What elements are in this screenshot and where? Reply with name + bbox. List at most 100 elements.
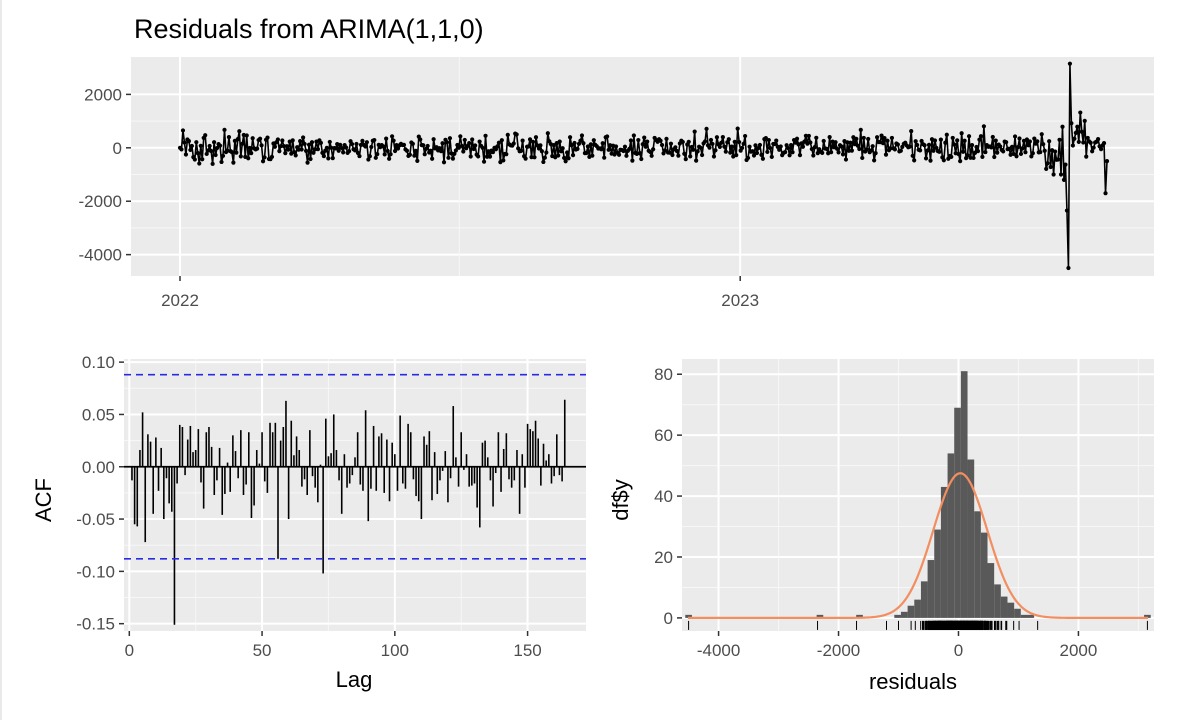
acf-y-tick-label: 0.00 (82, 458, 115, 477)
ts-point (643, 144, 648, 149)
ts-point (980, 154, 985, 159)
hist-bar (907, 605, 915, 618)
acf-y-tick-label: -0.05 (76, 510, 115, 529)
ts-point (711, 154, 717, 159)
hist-bar (987, 563, 995, 618)
ts-point (283, 151, 288, 156)
ts-point (238, 154, 243, 159)
ts-point (532, 155, 537, 160)
ts-point (1014, 154, 1019, 159)
ts-point (349, 141, 355, 147)
ts-point (290, 138, 295, 143)
ts-point (333, 146, 338, 151)
ts-point (584, 150, 589, 156)
ts-point (229, 149, 235, 155)
ts-point (1072, 136, 1077, 141)
ts-point (928, 158, 933, 163)
ts-point (585, 144, 590, 149)
ts-point (410, 141, 415, 146)
ts-point (392, 148, 398, 154)
hist-bar (974, 511, 981, 618)
ts-point (207, 143, 212, 149)
ts-point (642, 135, 647, 140)
ts-point (1101, 141, 1107, 146)
ts-point (846, 148, 852, 153)
ts-point (872, 158, 877, 163)
ts-point (885, 138, 890, 143)
hist-x-tick-label: -2000 (817, 641, 860, 660)
ts-point (501, 158, 506, 163)
ts-point (526, 144, 531, 149)
ts-point (321, 153, 326, 159)
ts-point (562, 155, 567, 161)
ts-point (186, 139, 191, 144)
hist-y-tick-label: 40 (654, 487, 673, 506)
hist-density-curve (688, 472, 1148, 619)
ts-point (751, 153, 757, 158)
ts-point (829, 150, 834, 155)
ts-point (888, 146, 893, 151)
ts-point (1041, 142, 1046, 147)
ts-point (1078, 110, 1083, 115)
ts-point (734, 153, 739, 158)
ts-point (219, 159, 224, 165)
acf-x-tick-label: 50 (253, 641, 272, 660)
ts-point (471, 146, 476, 152)
ts-point (430, 156, 435, 161)
ts-point (538, 143, 543, 148)
ts-point (303, 148, 309, 153)
ts-point (1017, 136, 1022, 141)
ts-point (484, 154, 490, 159)
ts-point (296, 147, 301, 152)
ts-point (806, 133, 811, 139)
ts-point (898, 148, 903, 153)
ts-point (1044, 166, 1049, 171)
ts-point (768, 145, 773, 151)
ts-point (754, 150, 760, 156)
hist-y-tick-label: 60 (654, 426, 673, 445)
ts-point (943, 140, 948, 145)
ts-point (915, 142, 920, 148)
ts-point (324, 145, 329, 150)
ts-point (1084, 154, 1089, 159)
ts-point (866, 136, 871, 142)
ts-point (686, 139, 691, 144)
ts-point (1045, 161, 1050, 166)
ts-point (527, 137, 533, 142)
ts-y-tick-label: -4000 (79, 246, 122, 265)
ts-point (1001, 149, 1006, 154)
ts-point (719, 140, 724, 145)
ts-point (189, 143, 194, 149)
ts-point (941, 158, 946, 163)
acf-x-tick-label: 150 (513, 641, 541, 660)
ts-point (569, 143, 574, 148)
ts-y-tick-label: 2000 (84, 85, 122, 104)
acf-y-tick-label: 0.05 (82, 405, 115, 424)
ts-point (1015, 145, 1021, 150)
ts-point (645, 139, 650, 144)
ts-point (683, 157, 688, 162)
ts-point (441, 160, 447, 165)
ts-point (640, 142, 645, 147)
ts-point (1023, 150, 1028, 155)
ts-point (1038, 149, 1043, 155)
hist-density (688, 472, 1148, 619)
ts-point (438, 149, 444, 154)
ts-point (357, 153, 362, 159)
ts-point (570, 153, 576, 158)
ts-point (1052, 149, 1058, 154)
acf-y-tick-label: -0.15 (76, 615, 115, 634)
acf-plot-background (124, 359, 586, 631)
hist-bar (900, 611, 908, 618)
ts-point (1047, 139, 1052, 144)
ts-point (1088, 140, 1093, 145)
ts-point (422, 152, 427, 157)
ts-point (567, 135, 573, 140)
ts-point (741, 141, 746, 146)
ts-point (869, 148, 874, 153)
ts-point (965, 153, 970, 158)
ts-point (293, 153, 298, 158)
ts-point (530, 139, 536, 144)
ts-point (240, 141, 245, 146)
